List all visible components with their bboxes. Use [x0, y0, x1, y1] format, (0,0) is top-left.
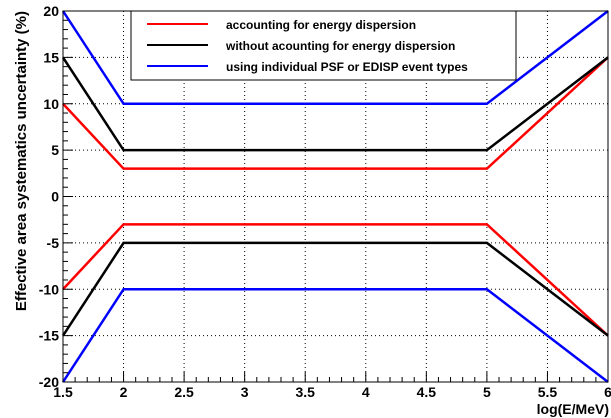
x-tick-label: 6 — [604, 384, 611, 400]
x-tick-label: 3 — [241, 384, 249, 400]
legend: accounting for energy dispersion without … — [130, 10, 517, 81]
x-axis-label: log(E/MeV) — [537, 401, 609, 417]
y-tick-label: -5 — [47, 235, 60, 251]
x-tick-label: 2.5 — [174, 384, 194, 400]
y-tick-label: 20 — [43, 3, 59, 19]
series-1-lower-line — [62, 223, 609, 337]
series-3-upper-line — [61, 10, 609, 105]
tick-labels: 1.5 2 2.5 3 3.5 4 4.5 5 5.5 6 -20 -15 -10 -5 0 5 10 15 20 — [39, 3, 611, 400]
y-tick-label: 0 — [51, 189, 59, 205]
x-tick-label: 3.5 — [295, 384, 315, 400]
series-2-upper-line — [61, 56, 609, 152]
x-tick-label: 2 — [120, 384, 128, 400]
y-tick-label: 5 — [51, 142, 59, 158]
ticks — [62, 10, 609, 383]
x-tick-label: 5.5 — [538, 384, 558, 400]
series-3-lower-line — [61, 288, 609, 383]
x-tick-label: 4 — [362, 384, 370, 400]
y-tick-label: 15 — [43, 49, 59, 65]
y-tick-label: -20 — [39, 374, 59, 390]
y-axis-label: Effective area systematics uncertainty (… — [13, 11, 30, 311]
legend-label: without acounting for energy dispersion — [225, 39, 455, 53]
series-2-lower-line — [61, 241, 609, 337]
series-group — [61, 10, 609, 383]
legend-label: accounting for energy dispersion — [226, 18, 416, 32]
x-tick-label: 1.5 — [53, 384, 73, 400]
y-tick-label: -10 — [39, 281, 59, 297]
y-tick-label: -15 — [39, 328, 59, 344]
series-1-upper-line — [62, 56, 609, 170]
x-tick-label: 4.5 — [417, 384, 437, 400]
x-tick-label: 5 — [483, 384, 491, 400]
legend-label: using individual PSF or EDISP event type… — [226, 60, 468, 74]
y-tick-label: 10 — [43, 96, 59, 112]
